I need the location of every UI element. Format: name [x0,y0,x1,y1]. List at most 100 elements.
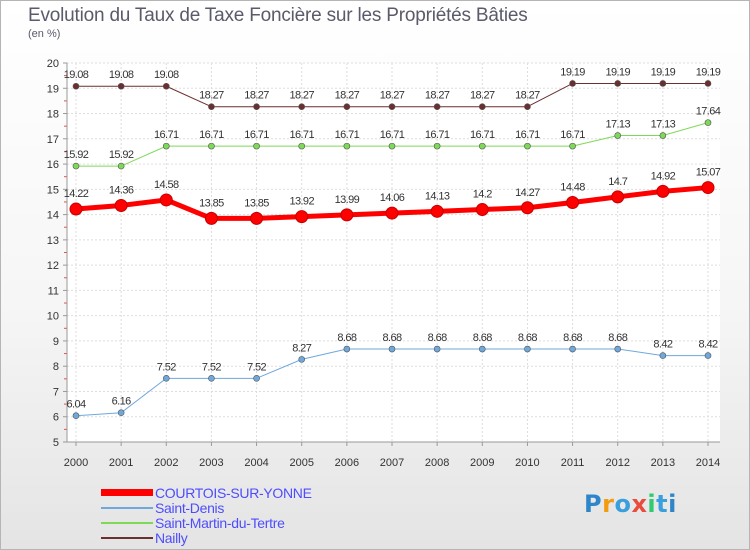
axes: 5 6 7 8 9 10 11 12 13 14 15 16 17 18 19 20 2000 2001 2002 2… [47,58,720,469]
data-point-courtois-sur-yonne [475,203,489,217]
data-point-saint-denis [117,409,125,416]
logo-letter: o [614,490,632,518]
data-point-saint-denis [162,375,170,382]
data-label-saint-martin-du-tertre: 17.64 [696,106,721,118]
x-tick-label: 2013 [651,457,675,469]
x-tick-label: 2009 [470,457,494,469]
data-label-nailly: 19.08 [64,69,89,81]
data-point-nailly [659,80,667,87]
data-point-nailly [72,82,80,90]
data-point-saint-martin-du-tertre [72,162,80,170]
data-point-courtois-sur-yonne [656,184,670,198]
data-label-courtois-sur-yonne: 13.92 [289,196,314,208]
data-label-nailly: 19.19 [651,66,676,78]
data-label-nailly: 18.27 [335,90,360,102]
y-tick-label: 12 [47,260,59,272]
data-label-saint-denis: 8.68 [337,332,356,344]
data-label-nailly: 18.27 [199,90,224,102]
data-point-courtois-sur-yonne [430,204,444,218]
data-label-saint-denis: 8.68 [608,332,627,344]
legend-label: Nailly [155,529,188,546]
data-point-saint-denis [524,345,531,353]
data-label-courtois-sur-yonne: 14.92 [651,170,676,182]
y-tick-label: 6 [53,412,59,424]
data-label-saint-martin-du-tertre: 15.92 [109,149,134,161]
data-point-saint-martin-du-tertre [343,142,351,150]
data-label-saint-denis: 8.68 [518,332,537,344]
y-tick-label: 15 [47,184,59,196]
data-label-courtois-sur-yonne: 14.22 [64,188,89,200]
data-point-nailly [478,103,486,111]
data-label-nailly: 19.19 [696,66,721,78]
data-label-courtois-sur-yonne: 14.27 [515,187,540,199]
data-label-saint-martin-du-tertre: 16.71 [289,129,314,141]
data-label-nailly: 19.08 [109,69,134,81]
data-label-saint-denis: 6.16 [112,396,131,408]
data-point-saint-denis [298,356,306,363]
data-point-courtois-sur-yonne [295,210,309,224]
legend-item-nailly: Nailly [101,530,312,545]
data-point-saint-denis [433,345,441,353]
logo-letter: x [631,490,648,518]
data-point-saint-martin-du-tertre [162,142,170,150]
legend-label: Saint-Denis [155,499,225,516]
data-point-courtois-sur-yonne [69,202,83,216]
data-label-saint-denis: 8.68 [428,332,447,344]
data-label-saint-denis: 7.52 [247,361,266,373]
data-point-courtois-sur-yonne [385,206,399,220]
data-point-courtois-sur-yonne [520,201,534,215]
data-point-nailly [208,103,215,111]
y-tick-label: 18 [47,109,59,121]
y-tick-label: 13 [47,235,59,247]
data-point-nailly [343,103,351,111]
data-label-nailly: 18.27 [470,90,495,102]
data-label-nailly: 18.27 [515,90,540,102]
chart-title: Evolution du Taux de Taxe Foncière sur l… [28,5,528,26]
data-point-saint-martin-du-tertre [298,142,306,150]
data-label-courtois-sur-yonne: 15.07 [696,167,721,179]
logo-letter: i [668,490,677,518]
x-tick-label: 2012 [605,457,629,469]
series-nailly [72,80,712,111]
data-label-saint-denis: 8.68 [563,332,582,344]
data-label-saint-martin-du-tertre: 15.92 [64,149,89,161]
data-label-nailly: 18.27 [380,90,405,102]
x-tick-label: 2000 [64,457,88,469]
data-point-saint-denis [569,345,576,353]
data-label-saint-martin-du-tertre: 16.71 [199,129,224,141]
data-point-saint-denis [478,345,486,353]
series-saint-denis [72,345,712,420]
legend: COURTOIS-SUR-YONNE Saint-Denis Saint-Marti… [101,485,312,545]
data-label-saint-martin-du-tertre: 16.71 [425,129,450,141]
data-label-saint-martin-du-tertre: 16.71 [380,129,405,141]
x-tick-label: 2010 [515,457,539,469]
legend-swatch [101,489,153,496]
legend-label: Saint-Martin-du-Tertre [155,514,285,531]
y-tick-label: 7 [53,386,59,398]
data-point-nailly [253,103,260,111]
data-label-saint-martin-du-tertre: 17.13 [651,119,676,131]
y-axis-unit: (en %) [28,28,61,40]
y-tick-label: 14 [47,210,59,222]
data-point-saint-martin-du-tertre [659,132,667,139]
legend-swatch [101,506,153,509]
data-point-nailly [298,103,306,111]
data-label-saint-martin-du-tertre: 16.71 [515,129,540,141]
data-point-saint-martin-du-tertre [208,142,215,150]
data-label-saint-denis: 7.52 [202,361,221,373]
data-label-saint-martin-du-tertre: 16.71 [154,129,179,141]
legend-label: COURTOIS-SUR-YONNE [155,484,312,501]
data-point-saint-martin-du-tertre [524,142,531,150]
data-point-nailly [117,82,125,90]
data-point-saint-denis [343,345,351,353]
data-point-saint-denis [614,345,622,353]
y-tick-label: 10 [47,311,59,323]
legend-swatch [101,521,153,524]
data-point-courtois-sur-yonne [114,199,128,213]
logo-letter: r [602,490,615,518]
series-saint-martin-du-tertre [72,119,712,170]
data-point-saint-denis [208,375,215,382]
data-label-courtois-sur-yonne: 14.48 [560,181,585,193]
